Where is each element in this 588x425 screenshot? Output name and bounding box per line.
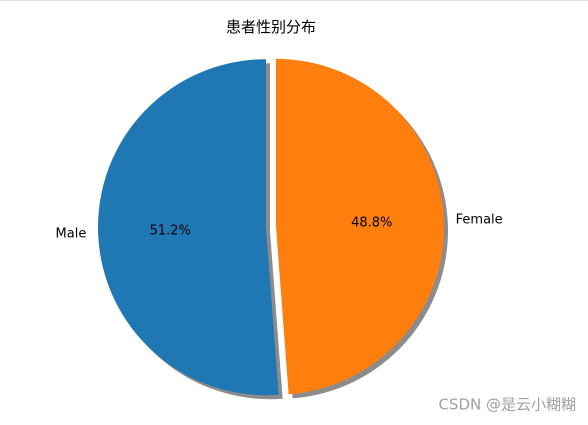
pie-slice <box>98 59 279 396</box>
chart-title: 患者性别分布 <box>226 18 316 36</box>
pie-slice <box>275 58 444 395</box>
slice-label: Male <box>56 226 87 241</box>
percent-label: 48.8% <box>351 216 392 231</box>
watermark: CSDN @是云小糊糊 <box>438 396 576 414</box>
slice-label: Female <box>456 213 503 228</box>
percent-label: 51.2% <box>150 223 191 238</box>
